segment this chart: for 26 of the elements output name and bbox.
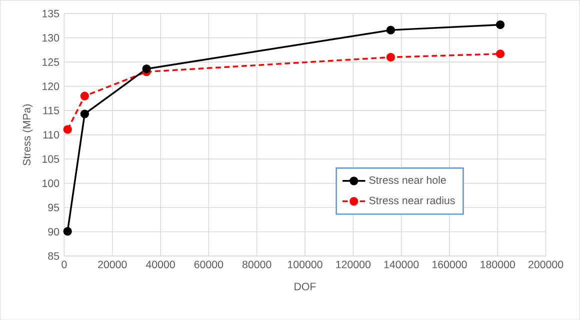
y-axis-title: Stress (MPa) — [22, 104, 33, 166]
legend-label: Stress near radius — [369, 196, 455, 204]
y-tick-label: 110 — [43, 130, 60, 138]
y-tick-label: 120 — [42, 82, 60, 90]
x-tick-label: 200000 — [528, 260, 564, 268]
y-tick-label: 125 — [42, 58, 60, 66]
y-tick-label: 85 — [48, 252, 60, 260]
y-tick-label: 100 — [42, 179, 60, 187]
y-tick-label: 105 — [42, 155, 60, 163]
y-tick-label: 130 — [42, 34, 60, 42]
x-axis-title: DOF — [294, 282, 316, 290]
y-tick-label: 115 — [43, 106, 60, 114]
x-tick-label: 0 — [62, 260, 67, 268]
x-tick-label: 160000 — [432, 260, 467, 268]
y-tick-label: 95 — [48, 204, 60, 212]
x-tick-label: 180000 — [480, 260, 515, 268]
x-tick-label: 20000 — [98, 260, 127, 268]
x-tick-label: 120000 — [336, 260, 371, 268]
x-tick-label: 100000 — [288, 260, 322, 268]
x-tick-label: 60000 — [194, 260, 224, 268]
y-tick-label: 90 — [48, 228, 60, 236]
x-tick-label: 140000 — [384, 260, 419, 268]
y-tick-label: 135 — [42, 10, 60, 18]
legend-label: Stress near hole — [369, 176, 446, 184]
x-tick-label: 40000 — [146, 260, 175, 268]
x-tick-label: 80000 — [242, 260, 272, 268]
